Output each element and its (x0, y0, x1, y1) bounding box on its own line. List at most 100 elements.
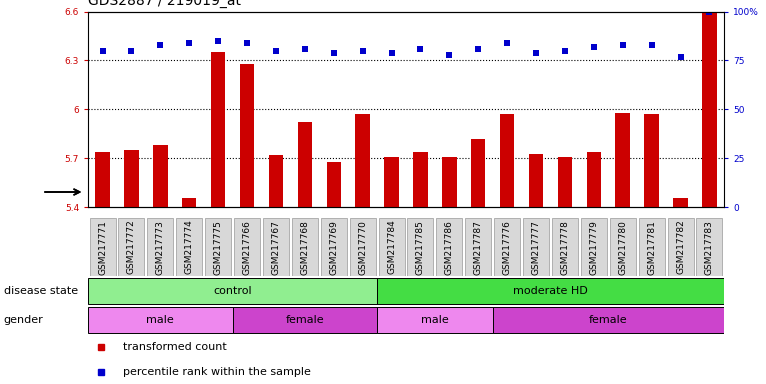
Text: disease state: disease state (4, 286, 78, 296)
Text: GDS2887 / 219019_at: GDS2887 / 219019_at (88, 0, 241, 8)
Text: GSM217787: GSM217787 (473, 220, 483, 275)
Bar (153, 145, 168, 207)
Text: GSM217785: GSM217785 (416, 220, 425, 275)
Text: GSM217767: GSM217767 (271, 220, 280, 275)
Point (270, 48, 282, 54)
Text: female: female (286, 314, 324, 325)
FancyBboxPatch shape (465, 218, 491, 276)
Text: GSM217770: GSM217770 (358, 220, 367, 275)
Point (472, 46, 484, 52)
Text: GSM217774: GSM217774 (185, 220, 194, 275)
Bar (558, 157, 572, 207)
Bar (326, 162, 341, 207)
Point (558, 48, 571, 54)
Text: GSM217782: GSM217782 (676, 220, 685, 275)
Point (126, 48, 138, 54)
FancyBboxPatch shape (349, 218, 375, 276)
Point (530, 50, 542, 56)
Text: moderate HD: moderate HD (513, 286, 588, 296)
Bar (377, 307, 493, 333)
Bar (587, 152, 601, 207)
Text: GSM217776: GSM217776 (502, 220, 512, 275)
Text: GSM217781: GSM217781 (647, 220, 656, 275)
Text: gender: gender (4, 314, 44, 325)
Point (646, 42, 658, 48)
Point (328, 50, 340, 56)
FancyBboxPatch shape (176, 218, 202, 276)
Bar (702, 12, 717, 207)
Text: GSM217772: GSM217772 (127, 220, 136, 275)
Bar (500, 114, 514, 207)
Bar (211, 52, 225, 207)
Bar (442, 157, 457, 207)
Text: transformed count: transformed count (123, 341, 227, 352)
FancyBboxPatch shape (378, 218, 404, 276)
Text: GSM217778: GSM217778 (561, 220, 569, 275)
Point (212, 38, 224, 44)
Bar (529, 154, 543, 207)
Point (154, 42, 166, 48)
Point (444, 51, 456, 58)
FancyBboxPatch shape (147, 218, 173, 276)
FancyBboxPatch shape (205, 218, 231, 276)
Bar (413, 152, 427, 207)
Point (97, 48, 109, 54)
Text: GSM217771: GSM217771 (98, 220, 107, 275)
Bar (616, 113, 630, 207)
FancyBboxPatch shape (321, 218, 347, 276)
FancyBboxPatch shape (610, 218, 636, 276)
FancyBboxPatch shape (552, 218, 578, 276)
Text: percentile rank within the sample: percentile rank within the sample (123, 366, 311, 377)
Point (703, 8, 715, 15)
Text: GSM217773: GSM217773 (155, 220, 165, 275)
Text: GSM217768: GSM217768 (300, 220, 309, 275)
Text: male: male (146, 314, 174, 325)
Bar (269, 155, 283, 207)
Bar (385, 157, 399, 207)
Text: control: control (213, 286, 252, 296)
FancyBboxPatch shape (523, 218, 549, 276)
FancyBboxPatch shape (90, 218, 116, 276)
Point (501, 40, 513, 46)
Text: GSM217780: GSM217780 (618, 220, 627, 275)
Point (674, 53, 686, 60)
Bar (493, 307, 724, 333)
FancyBboxPatch shape (292, 218, 318, 276)
FancyBboxPatch shape (494, 218, 520, 276)
FancyBboxPatch shape (639, 218, 665, 276)
Point (617, 42, 629, 48)
FancyBboxPatch shape (667, 218, 693, 276)
Point (241, 40, 254, 46)
Point (356, 48, 368, 54)
Bar (377, 278, 724, 304)
FancyBboxPatch shape (234, 218, 260, 276)
FancyBboxPatch shape (119, 218, 145, 276)
Text: male: male (421, 314, 449, 325)
FancyBboxPatch shape (263, 218, 289, 276)
Bar (240, 64, 254, 207)
FancyBboxPatch shape (581, 218, 607, 276)
Bar (95, 152, 110, 207)
Text: GSM217784: GSM217784 (387, 220, 396, 275)
Bar (471, 139, 486, 207)
Text: GSM217769: GSM217769 (329, 220, 339, 275)
Text: GSM217786: GSM217786 (445, 220, 453, 275)
Point (299, 46, 311, 52)
Bar (124, 150, 139, 207)
Text: GSM217783: GSM217783 (705, 220, 714, 275)
Bar (88, 307, 233, 333)
Bar (182, 197, 196, 207)
Text: GSM217777: GSM217777 (532, 220, 541, 275)
Bar (233, 307, 377, 333)
Bar (298, 122, 312, 207)
Point (385, 50, 398, 56)
Bar (355, 114, 370, 207)
Point (414, 46, 427, 52)
Bar (644, 114, 659, 207)
Bar (673, 197, 688, 207)
Bar (88, 278, 377, 304)
Point (183, 40, 195, 46)
Text: female: female (589, 314, 627, 325)
FancyBboxPatch shape (696, 218, 722, 276)
FancyBboxPatch shape (437, 218, 463, 276)
